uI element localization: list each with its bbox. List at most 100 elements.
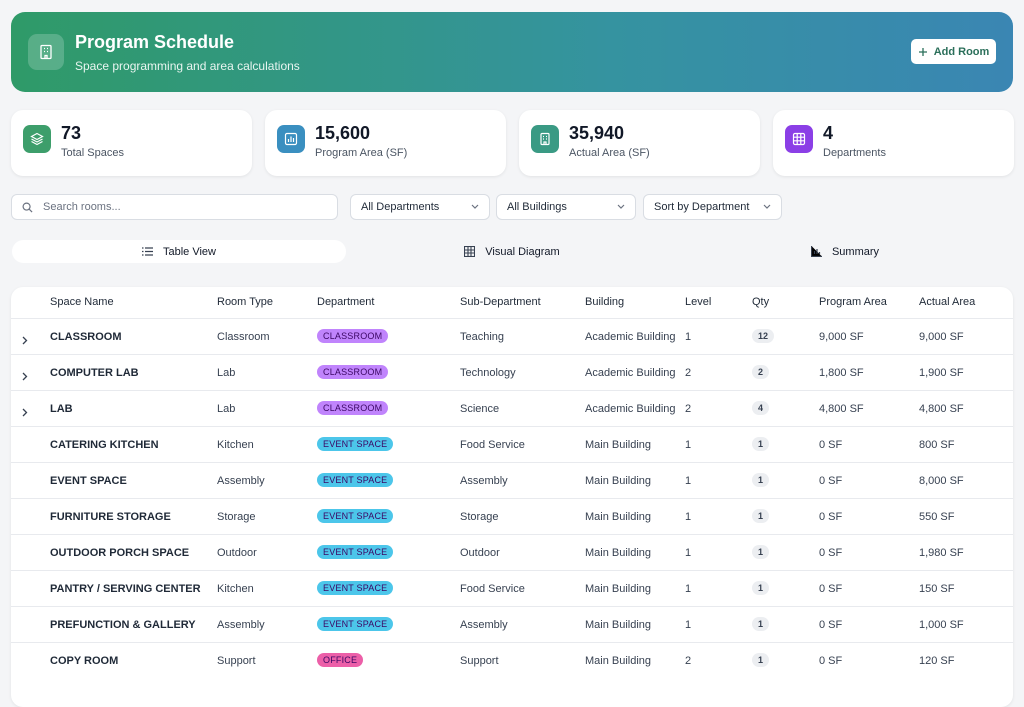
qty-pill: 1: [752, 617, 770, 631]
table-cell: Academic Building: [585, 331, 676, 343]
tab[interactable]: Visual Diagram: [345, 240, 679, 263]
table-row[interactable]: COPY ROOM Support OFFICE Support Main Buildi…: [11, 642, 1013, 679]
header-icon: [28, 34, 64, 70]
tab-label: Table View: [163, 245, 216, 258]
table-cell: 1: [685, 619, 692, 631]
space-name: OUTDOOR PORCH SPACE: [50, 547, 190, 559]
tab-label: Visual Diagram: [485, 245, 560, 258]
table-cell: Assembly: [460, 475, 508, 487]
table-cell: Assembly: [217, 619, 265, 631]
table-row[interactable]: CLASSROOM Classroom CLASSROOM Teaching Acade…: [11, 318, 1013, 355]
table-cell: 0 SF: [819, 511, 843, 523]
table-row[interactable]: PANTRY / SERVING CENTER Kitchen EVENT SPAC…: [11, 570, 1013, 607]
stat-value: 4: [823, 123, 834, 143]
table-row[interactable]: LAB Lab CLASSROOM Science Academic Building 2…: [11, 390, 1013, 427]
department-badge: EVENT SPACE: [317, 581, 394, 595]
space-name: FURNITURE STORAGE: [50, 511, 171, 523]
tab[interactable]: Summary: [678, 240, 1012, 263]
table-cell: 1: [685, 511, 692, 523]
table-cell: 120 SF: [919, 655, 955, 667]
qty-pill: 2: [752, 365, 770, 379]
table-row[interactable]: COMPUTER LAB Lab CLASSROOM Technology Academ…: [11, 354, 1013, 391]
table-cell: Main Building: [585, 655, 652, 667]
stat-label: Departments: [823, 147, 886, 159]
table-row[interactable]: CATERING KITCHEN Kitchen EVENT SPACE Food S…: [11, 426, 1013, 463]
table-cell: Assembly: [460, 619, 508, 631]
table-cell: Main Building: [585, 619, 652, 631]
department-badge: EVENT SPACE: [317, 509, 394, 523]
table-cell: Lab: [217, 403, 236, 415]
column-header: Sub-Department: [460, 296, 541, 308]
stat-value: 73: [61, 123, 82, 143]
qty-pill: 1: [752, 473, 770, 487]
table-cell: 4,800 SF: [919, 403, 964, 415]
table-cell: 150 SF: [919, 583, 955, 595]
tab-label: Summary: [831, 245, 880, 258]
space-name: COMPUTER LAB: [50, 367, 139, 379]
table-cell: Science: [460, 403, 500, 415]
table-cell: 1,800 SF: [819, 367, 864, 379]
sort-select[interactable]: Sort by Department: [643, 194, 782, 220]
space-name: EVENT SPACE: [50, 475, 127, 487]
table-cell: 1,000 SF: [919, 619, 964, 631]
table-cell: Support: [217, 655, 256, 667]
stat-card: 4 Departments: [773, 110, 1014, 176]
table-cell: 4,800 SF: [819, 403, 864, 415]
table-cell: 1: [685, 439, 692, 451]
table-cell: Storage: [217, 511, 256, 523]
stat-icon: [23, 125, 51, 153]
table-cell: Kitchen: [217, 583, 254, 595]
table-row[interactable]: PREFUNCTION & GALLERY Assembly EVENT SPACE…: [11, 606, 1013, 643]
building-select-label: All Buildings: [507, 201, 567, 213]
tab[interactable]: Table View: [12, 240, 346, 263]
qty-pill: 1: [752, 653, 770, 667]
table-cell: Academic Building: [585, 403, 676, 415]
table-cell: Academic Building: [585, 367, 676, 379]
qty-pill: 1: [752, 581, 770, 595]
add-room-button[interactable]: Add Room: [911, 39, 996, 64]
table-cell: Teaching: [460, 331, 505, 343]
table-cell: 9,000 SF: [919, 331, 964, 343]
expand-toggle[interactable]: [22, 332, 28, 350]
column-header: Qty: [752, 296, 770, 308]
schedule-table: Space Name Room Type Department Sub-Departm…: [11, 287, 1013, 707]
table-cell: Kitchen: [217, 439, 254, 451]
table-cell: Assembly: [217, 475, 265, 487]
table-cell: 2: [685, 403, 692, 415]
department-badge: EVENT SPACE: [317, 545, 394, 559]
table-row[interactable]: EVENT SPACE Assembly EVENT SPACE Assembly Ma…: [11, 462, 1013, 499]
table-cell: 1,980 SF: [919, 547, 964, 559]
department-badge: CLASSROOM: [317, 365, 389, 379]
stat-value: 15,600: [315, 123, 371, 143]
column-header: Room Type: [217, 296, 274, 308]
department-badge: EVENT SPACE: [317, 617, 394, 631]
table-row[interactable]: OUTDOOR PORCH SPACE Outdoor EVENT SPACE Out…: [11, 534, 1013, 571]
table-cell: 0 SF: [819, 475, 843, 487]
table-cell: Main Building: [585, 511, 652, 523]
table-cell: 1,900 SF: [919, 367, 964, 379]
stat-icon: [785, 125, 813, 153]
building-select[interactable]: All Buildings: [496, 194, 636, 220]
table-cell: 1: [685, 331, 692, 343]
table-cell: Outdoor: [460, 547, 500, 559]
column-header: Space Name: [50, 296, 114, 308]
table-cell: Lab: [217, 367, 236, 379]
table-cell: 2: [685, 655, 692, 667]
table-cell: Main Building: [585, 583, 652, 595]
table-cell: Food Service: [460, 439, 525, 451]
column-header: Department: [317, 296, 375, 308]
space-name: CLASSROOM: [50, 331, 122, 343]
table-cell: 1: [685, 547, 692, 559]
qty-pill: 1: [752, 509, 770, 523]
page: {"header": {"title": "Program Schedule",…: [11, 12, 1014, 707]
expand-toggle[interactable]: [22, 368, 28, 386]
column-header: Program Area: [819, 296, 887, 308]
stat-label: Actual Area (SF): [569, 147, 650, 159]
space-name: PANTRY / SERVING CENTER: [50, 583, 201, 595]
search-input[interactable]: Search rooms...: [11, 194, 338, 220]
department-badge: CLASSROOM: [317, 329, 389, 343]
department-select[interactable]: All Departments: [350, 194, 490, 220]
expand-toggle[interactable]: [22, 404, 28, 422]
table-row[interactable]: FURNITURE STORAGE Storage EVENT SPACE Stora…: [11, 498, 1013, 535]
space-name: PREFUNCTION & GALLERY: [50, 619, 196, 631]
